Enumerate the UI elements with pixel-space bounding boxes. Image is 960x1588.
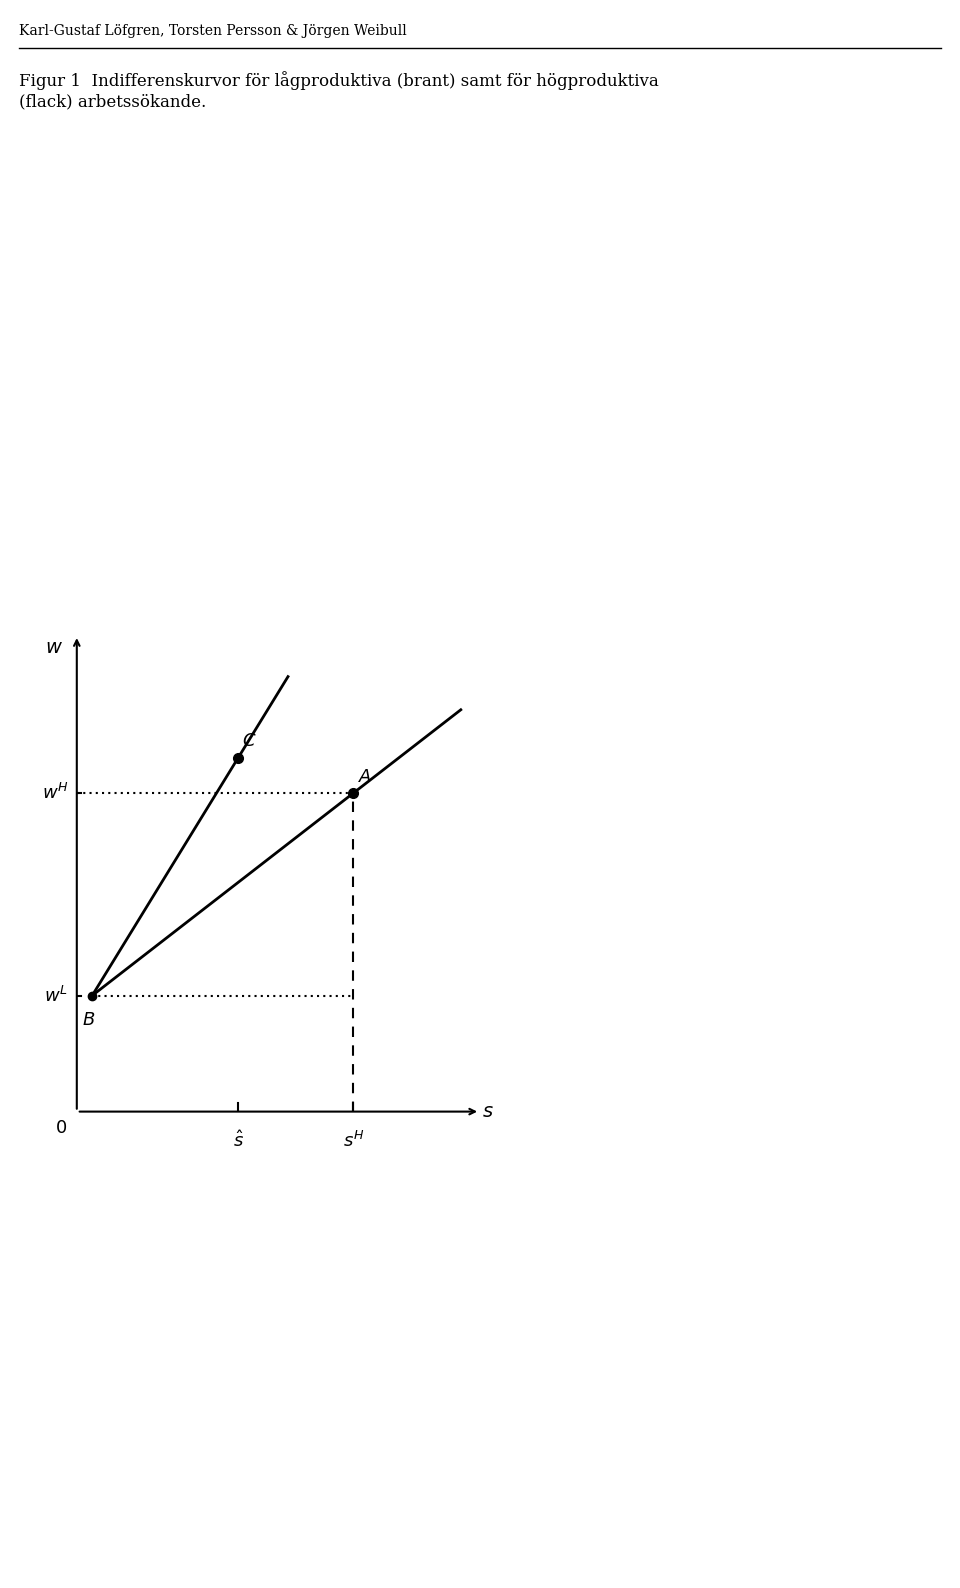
Text: $s$: $s$: [482, 1102, 493, 1121]
Text: $A$: $A$: [358, 767, 372, 786]
Text: $C$: $C$: [242, 732, 257, 751]
Text: $s^H$: $s^H$: [343, 1131, 364, 1151]
Text: $w^L$: $w^L$: [44, 986, 67, 1005]
Text: $B$: $B$: [82, 1012, 95, 1029]
Text: $\hat{s}$: $\hat{s}$: [232, 1131, 244, 1151]
Text: Karl-Gustaf Löfgren, Torsten Persson & Jörgen Weibull: Karl-Gustaf Löfgren, Torsten Persson & J…: [19, 24, 407, 38]
Text: $w$: $w$: [45, 638, 62, 656]
Text: $w^H$: $w^H$: [42, 783, 69, 804]
Text: $0$: $0$: [56, 1120, 67, 1137]
Text: Figur 1  Indifferenskurvor för lågproduktiva (brant) samt för högproduktiva
(fla: Figur 1 Indifferenskurvor för lågprodukt…: [19, 71, 659, 110]
